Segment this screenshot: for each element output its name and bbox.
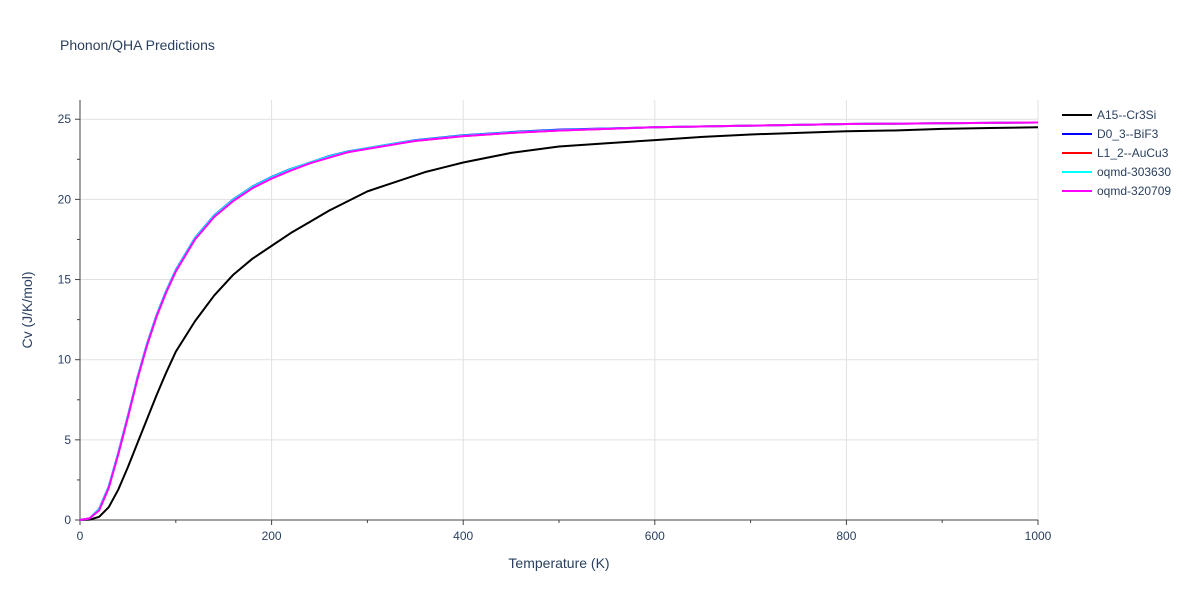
series-lines [79, 121, 1039, 521]
x-axis-title: Temperature (K) [508, 555, 609, 571]
legend-item[interactable]: A15--Cr3Si [1062, 108, 1156, 122]
legend-item[interactable]: oqmd-303630 [1062, 165, 1171, 179]
y-tick-label: 5 [64, 433, 71, 447]
series-line-a15-cr3si [79, 126, 1039, 521]
x-tick-label: 0 [77, 529, 84, 543]
axes: 0 200 400 600 800 1000 0 5 10 15 20 25 [58, 100, 1052, 543]
y-tick-label: 25 [58, 112, 72, 126]
x-tick-label: 600 [645, 529, 665, 543]
legend-label: oqmd-303630 [1097, 165, 1171, 179]
legend-label: A15--Cr3Si [1097, 108, 1156, 122]
legend-item[interactable]: oqmd-320709 [1062, 184, 1171, 198]
x-tick-label: 200 [262, 529, 282, 543]
legend-label: D0_3--BiF3 [1097, 127, 1159, 141]
legend-item[interactable]: L1_2--AuCu3 [1062, 146, 1169, 160]
series-line-oqmd-320709 [79, 121, 1039, 521]
y-tick-label: 10 [58, 353, 72, 367]
x-tick-label: 800 [836, 529, 856, 543]
legend-item[interactable]: D0_3--BiF3 [1062, 127, 1159, 141]
y-tick-label: 15 [58, 273, 72, 287]
y-tick-label: 20 [58, 192, 72, 206]
legend-label: L1_2--AuCu3 [1097, 146, 1169, 160]
legend-label: oqmd-320709 [1097, 184, 1171, 198]
x-tick-label: 400 [453, 529, 473, 543]
y-tick-label: 0 [64, 513, 71, 527]
y-axis-title: Cv (J/K/mol) [19, 272, 35, 349]
x-tick-label: 1000 [1025, 529, 1052, 543]
grid [80, 100, 1039, 520]
legend: A15--Cr3Si D0_3--BiF3 L1_2--AuCu3 oqmd-3036… [1062, 108, 1171, 198]
chart-title: Phonon/QHA Predictions [60, 37, 215, 53]
